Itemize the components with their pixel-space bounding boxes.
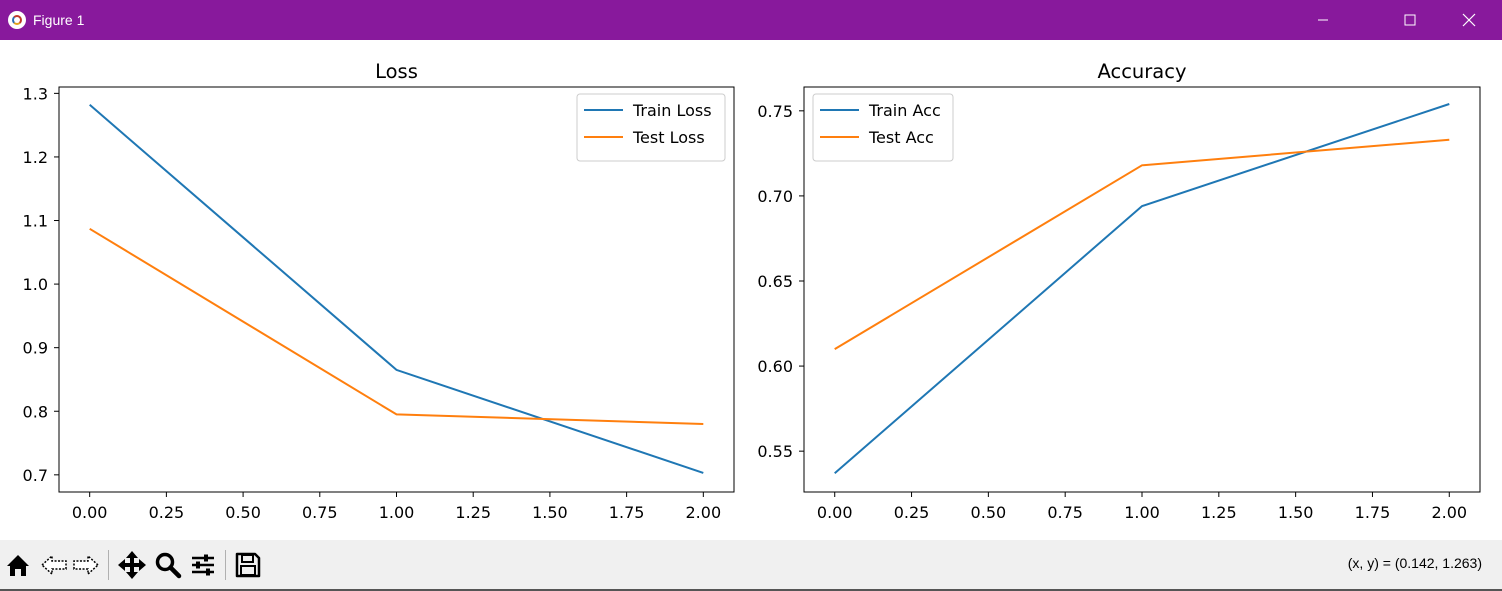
figure-svg: Loss 0.00 0.25 0.50 0.75 1.00 1.25 1.50 1.75 2.00… <box>23 60 1481 522</box>
chart-0-legend-label: Train Loss <box>632 101 712 120</box>
chart-0-title: Loss <box>375 60 418 83</box>
chart-1-xtick-label: 1.50 <box>1278 503 1314 522</box>
chart-0-xtick-label: 1.00 <box>379 503 415 522</box>
home-icon <box>7 555 29 576</box>
chart-0-ytick-label: 1.2 <box>23 148 48 167</box>
minimize-button[interactable] <box>1294 0 1352 40</box>
configure-subplots-icon <box>192 554 214 576</box>
chart-1-axes-frame <box>803 86 1481 493</box>
figure-canvas[interactable]: Loss 0.00 0.25 0.50 0.75 1.00 1.25 1.50 1.75 2.00… <box>0 40 1502 540</box>
window-titlebar: Figure 1 <box>0 0 1502 40</box>
chart-0-xtick-label: 1.75 <box>609 503 645 522</box>
chart-1-xtick-label: 2.00 <box>1431 503 1467 522</box>
chart-0-ytick-label: 1.1 <box>23 212 48 231</box>
chart-0-xtick-label: 0.00 <box>72 503 108 522</box>
chart-1-xtick-label: 0.75 <box>1047 503 1083 522</box>
close-icon <box>1462 13 1476 27</box>
close-button[interactable] <box>1440 0 1498 40</box>
chart-1-xtick-label: 0.00 <box>817 503 853 522</box>
chart-1-xtick-label: 1.75 <box>1355 503 1391 522</box>
forward-arrow-icon <box>73 554 100 576</box>
navigation-toolbar: (x, y) = (0.142, 1.263) <box>0 540 1502 591</box>
chart-0-xtick-label: 0.75 <box>302 503 338 522</box>
chart-0-ytick-label: 0.8 <box>23 402 48 421</box>
chart-0-ytick-label: 0.7 <box>23 466 48 485</box>
save-button[interactable] <box>232 549 264 581</box>
chart-0-ytick-label: 0.9 <box>23 339 48 358</box>
chart-1-series-1-line <box>834 138 1450 350</box>
app-icon <box>8 11 26 29</box>
chart-1-ytick-label: 0.60 <box>757 357 793 376</box>
chart-1-xtick-label: 1.25 <box>1201 503 1237 522</box>
chart-0-xtick-label: 1.50 <box>532 503 568 522</box>
cursor-coordinates-readout: (x, y) = (0.142, 1.263) <box>1347 555 1482 571</box>
chart-1-xtick-label: 0.50 <box>971 503 1007 522</box>
save-floppy-icon <box>235 552 261 578</box>
zoom-magnifier-icon <box>155 552 182 579</box>
chart-1-xtick-label: 0.25 <box>894 503 930 522</box>
chart-0-xtick-label: 2.00 <box>686 503 722 522</box>
chart-1-ytick-label: 0.70 <box>757 187 793 206</box>
chart-0-xtick-label: 0.50 <box>225 503 261 522</box>
chart-0-ytick-label: 1.3 <box>23 84 48 103</box>
chart-1-ytick-label: 0.55 <box>757 442 793 461</box>
pan-move-icon <box>118 551 146 579</box>
toolbar-separator <box>108 550 109 580</box>
back-arrow-icon <box>40 554 67 576</box>
zoom-button[interactable] <box>152 549 184 581</box>
maximize-icon <box>1404 14 1416 26</box>
forward-button[interactable] <box>70 549 102 581</box>
chart-1-title: Accuracy <box>1097 60 1186 83</box>
pan-button[interactable] <box>116 549 148 581</box>
chart-0-axes-frame <box>58 86 735 493</box>
chart-0-xtick-label: 1.25 <box>455 503 491 522</box>
chart-1-ytick-label: 0.75 <box>757 102 793 121</box>
chart-0-legend-label: Test Loss <box>632 128 705 147</box>
chart-1-legend-label: Test Acc <box>868 128 934 147</box>
window-title: Figure 1 <box>33 12 85 28</box>
chart-0-series-1-line <box>89 227 704 425</box>
chart-1-legend-label: Train Acc <box>868 101 941 120</box>
maximize-button[interactable] <box>1381 0 1439 40</box>
chart-0-ytick-label: 1.0 <box>23 275 48 294</box>
chart-0-xtick-label: 0.25 <box>149 503 185 522</box>
home-button[interactable] <box>2 549 34 581</box>
configure-subplots-button[interactable] <box>187 549 219 581</box>
toolbar-separator <box>225 550 226 580</box>
chart-1-ytick-label: 0.65 <box>757 272 793 291</box>
chart-1-series-0-line <box>834 103 1450 475</box>
chart-1-xtick-label: 1.00 <box>1124 503 1160 522</box>
chart-0-series-0-line <box>89 104 704 474</box>
window-bottom-edge <box>0 589 1502 591</box>
back-button[interactable] <box>38 549 70 581</box>
minimize-icon <box>1318 19 1328 21</box>
